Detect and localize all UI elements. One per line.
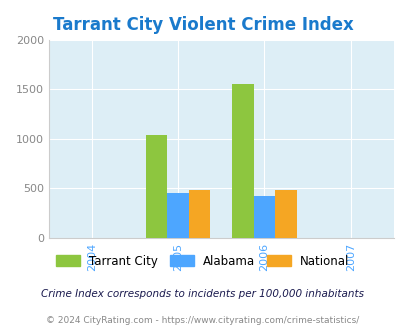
Bar xyxy=(232,84,253,238)
Bar xyxy=(253,195,275,238)
Text: Crime Index corresponds to incidents per 100,000 inhabitants: Crime Index corresponds to incidents per… xyxy=(41,289,364,299)
Bar xyxy=(167,193,188,238)
Text: Tarrant City Violent Crime Index: Tarrant City Violent Crime Index xyxy=(53,16,352,35)
Text: © 2024 CityRating.com - https://www.cityrating.com/crime-statistics/: © 2024 CityRating.com - https://www.city… xyxy=(46,315,359,325)
Bar xyxy=(145,135,167,238)
Bar xyxy=(275,190,296,238)
Legend: Tarrant City, Alabama, National: Tarrant City, Alabama, National xyxy=(51,250,354,273)
Bar xyxy=(188,190,210,238)
